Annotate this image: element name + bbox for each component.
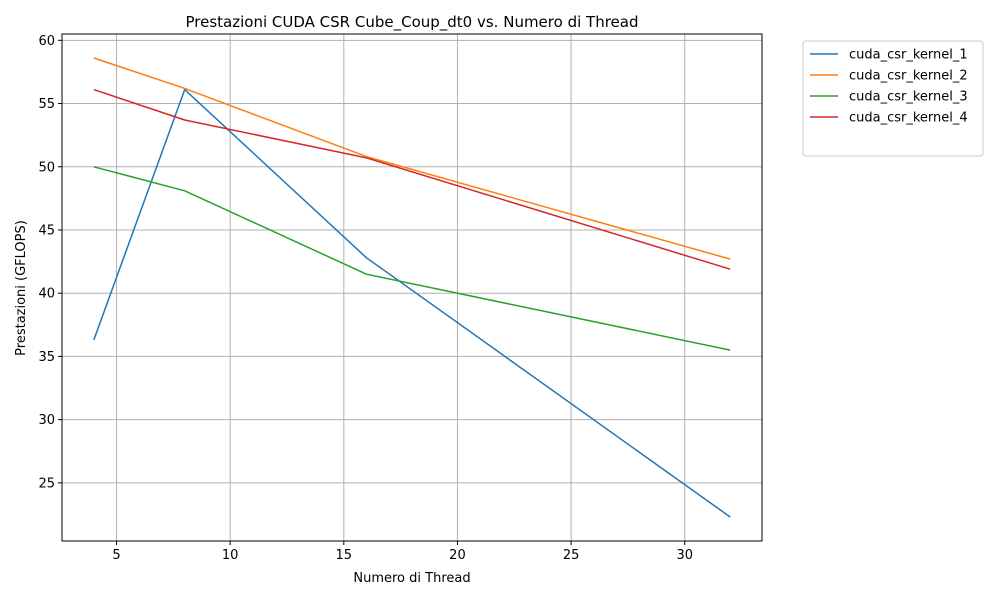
y-tick-label: 50 (38, 160, 55, 175)
y-tick-label: 35 (38, 350, 55, 365)
y-tick-label: 40 (38, 287, 55, 302)
y-tick-label: 25 (38, 476, 55, 491)
series-line-cuda_csr_kernel_1 (93, 88, 731, 518)
y-tick-label: 45 (38, 223, 55, 238)
x-tick-label: 10 (222, 548, 239, 563)
legend-label: cuda_csr_kernel_2 (849, 69, 968, 84)
y-tick-label: 60 (38, 34, 55, 49)
x-tick-label: 20 (449, 548, 466, 563)
grid-lines (62, 34, 762, 541)
plot-frame (61, 33, 763, 542)
legend-box (802, 40, 984, 157)
series-line-cuda_csr_kernel_2 (93, 57, 731, 260)
x-axis-title: Numero di Thread (353, 571, 470, 586)
y-tick-label: 55 (38, 97, 55, 112)
x-tick-label: 5 (112, 548, 120, 563)
legend-label: cuda_csr_kernel_3 (849, 90, 968, 105)
legend: cuda_csr_kernel_1 cuda_csr_kernel_2 cuda_c… (802, 40, 984, 157)
chart-title: Prestazioni CUDA CSR Cube_Coup_dt0 vs. N… (186, 13, 639, 32)
axis-ticks: 5 10 15 20 25 30 25 30 35 40 45 50 55 60 (38, 34, 693, 563)
y-axis-title: Prestazioni (GFLOPS) (14, 220, 29, 356)
x-tick-label: 25 (563, 548, 580, 563)
x-tick-label: 15 (336, 548, 353, 563)
y-tick-label: 30 (38, 413, 55, 428)
legend-label: cuda_csr_kernel_4 (849, 111, 968, 126)
x-tick-label: 30 (676, 548, 693, 563)
legend-label: cuda_csr_kernel_1 (849, 48, 968, 63)
series-lines (93, 57, 731, 518)
series-line-cuda_csr_kernel_3 (93, 166, 731, 351)
series-line-cuda_csr_kernel_4 (93, 88, 731, 270)
